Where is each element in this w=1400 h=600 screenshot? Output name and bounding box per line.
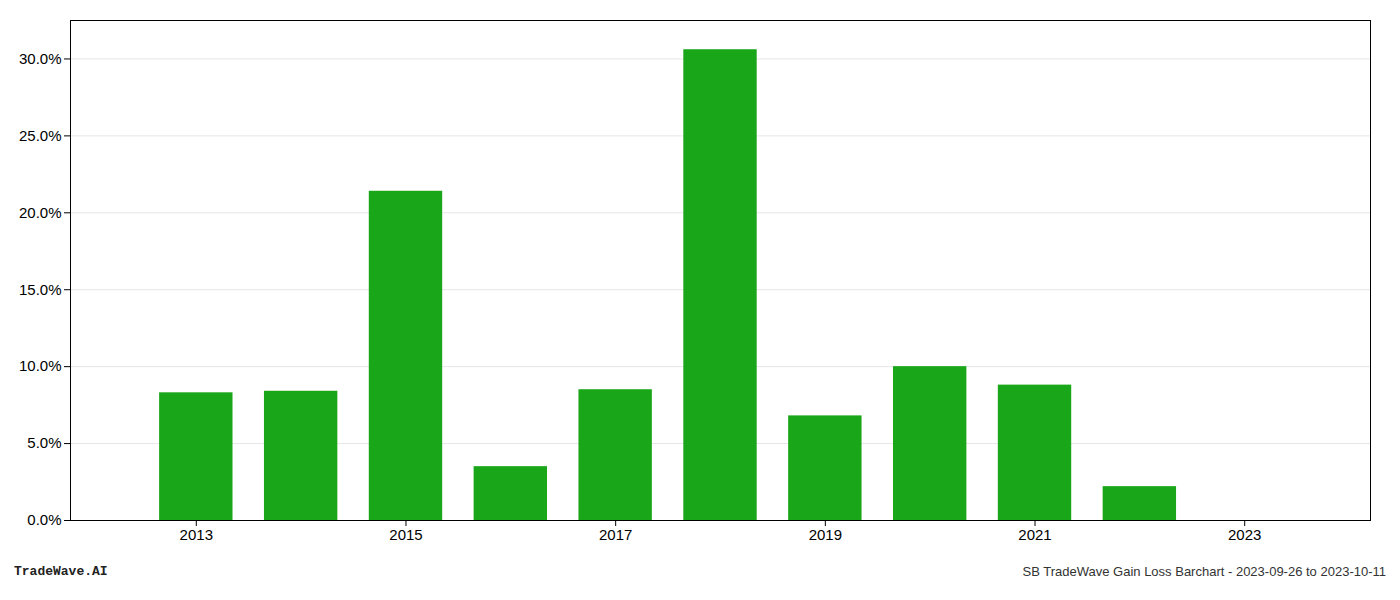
svg-text:25.0%: 25.0% xyxy=(19,127,62,144)
svg-text:2019: 2019 xyxy=(809,526,842,543)
html-text:SB TradeWave Gain Loss Barchar: SB TradeWave Gain Loss Barchart - 2023-0… xyxy=(1022,564,1386,579)
svg-text:0.0%: 0.0% xyxy=(27,511,61,528)
svg-text:2021: 2021 xyxy=(1018,526,1051,543)
svg-text:15.0%: 15.0% xyxy=(19,281,62,298)
svg-text:5.0%: 5.0% xyxy=(27,434,61,451)
svg-text:2013: 2013 xyxy=(180,526,213,543)
svg-text:20.0%: 20.0% xyxy=(19,204,62,221)
svg-text:2015: 2015 xyxy=(389,526,422,543)
svg-text:10.0%: 10.0% xyxy=(19,357,62,374)
html-text:TradeWave.AI: TradeWave.AI xyxy=(14,564,108,579)
svg-text:30.0%: 30.0% xyxy=(19,50,62,67)
svg-text:2017: 2017 xyxy=(599,526,632,543)
svg-text:2023: 2023 xyxy=(1228,526,1261,543)
